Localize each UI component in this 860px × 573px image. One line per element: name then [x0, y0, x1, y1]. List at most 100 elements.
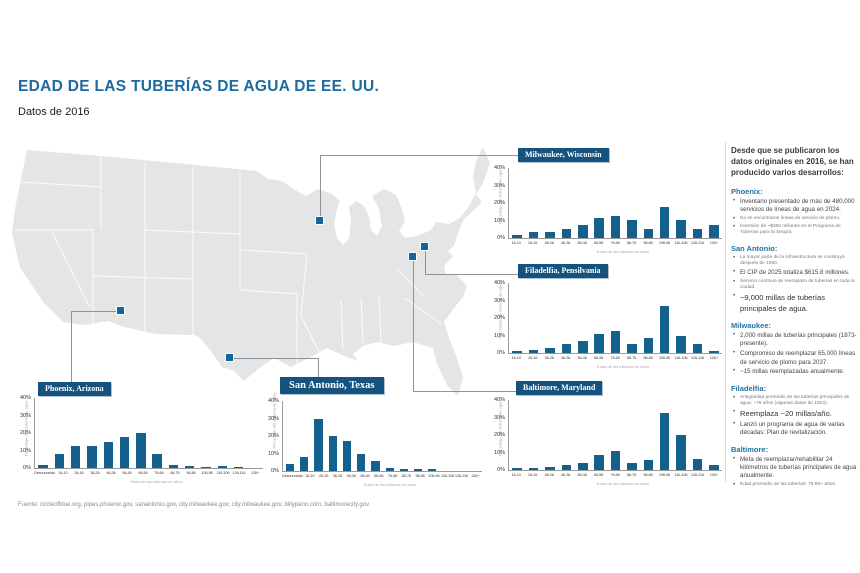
- bar-column: [214, 398, 230, 468]
- x-tick-label: 86-76: [170, 470, 180, 475]
- bar-column: [640, 168, 656, 238]
- bar-column: [326, 401, 340, 471]
- bar-column: [575, 400, 591, 470]
- bar-column: [149, 398, 165, 468]
- plot-area: [508, 400, 722, 471]
- sidebar-divider: [725, 142, 726, 482]
- bar: [709, 351, 719, 353]
- x-tick-label: 126+: [709, 472, 718, 477]
- y-tick-label: 10%: [493, 449, 505, 456]
- bar-column: [509, 283, 525, 353]
- bullet-item: La mayor parte de la infraestructura se …: [733, 254, 857, 268]
- bar-column: [311, 401, 325, 471]
- bar-column: [198, 398, 214, 468]
- bar-column: [283, 401, 297, 471]
- bar: [578, 463, 588, 470]
- y-axis-ticks: 40% 30% 20% 10% 0%: [18, 395, 34, 471]
- y-tick-label: 30%: [493, 297, 505, 304]
- bar: [659, 206, 670, 238]
- bar-column: [525, 400, 541, 470]
- bar: [692, 229, 703, 238]
- x-tick-label: 56-46: [360, 473, 370, 478]
- bar-column: [68, 398, 84, 468]
- connector-baltimore: [413, 261, 414, 391]
- x-tick-label: 116-106: [674, 472, 688, 477]
- x-tick-label: 56-46: [577, 355, 587, 360]
- bar: [119, 436, 130, 468]
- bar-column: [624, 400, 640, 470]
- bar-column: [368, 401, 382, 471]
- bar: [103, 441, 113, 468]
- source-note: Fuente: circleofblue.org, pipes.phoenix.…: [18, 502, 370, 508]
- y-tick-label: 40%: [493, 397, 505, 403]
- y-tick-label: 40%: [493, 165, 505, 171]
- bar: [594, 217, 604, 238]
- bar-column: [673, 400, 689, 470]
- y-tick-label: 30%: [19, 412, 31, 419]
- state-borders: [15, 156, 442, 367]
- bar-column: [591, 400, 607, 470]
- bar: [512, 234, 522, 238]
- x-axis-caption: Edad de las tuberías en años: [596, 364, 650, 369]
- y-tick-label: 0%: [497, 350, 505, 356]
- bar: [70, 446, 81, 468]
- x-tick-label: 126-116: [690, 472, 704, 477]
- x-tick-label: 26-16: [528, 240, 538, 245]
- bar: [528, 231, 539, 238]
- bar: [561, 229, 572, 238]
- bar-column: [689, 168, 705, 238]
- x-tick-label: 26-16: [74, 470, 84, 475]
- bullet-item: Inversión de ~$300 millones en el Progra…: [733, 223, 857, 237]
- x-tick-label: 46-36: [561, 240, 571, 245]
- chart-baltimore: Baltimore, Maryland Porcentaje del siste…: [492, 380, 722, 486]
- x-axis-caption: Edad de las tuberías en años: [363, 482, 417, 487]
- bar: [512, 468, 522, 470]
- bar: [545, 231, 555, 238]
- bar: [342, 441, 352, 471]
- bar: [709, 464, 719, 470]
- x-axis-labels: 16-10 26-16 36-26 46-36 56-46 66-56 76-66 86-76…: [508, 240, 722, 245]
- x-tick-label: 126-116: [232, 470, 246, 475]
- bullet-item: Servicio continuo de reemplazo de tuberí…: [733, 278, 857, 292]
- y-tick-label: 20%: [493, 432, 505, 438]
- bar: [643, 338, 654, 353]
- x-axis-labels: 16-10 26-16 36-26 46-36 56-46 66-56 76-66 86-76…: [508, 472, 722, 477]
- bar-column: [575, 168, 591, 238]
- bar: [357, 453, 366, 471]
- bar: [610, 331, 621, 353]
- x-tick-label: 66-56: [374, 473, 384, 478]
- bar-column: [383, 401, 397, 471]
- x-tick-label: 26-16: [318, 473, 329, 478]
- bar: [136, 433, 146, 468]
- bar: [413, 469, 423, 471]
- x-tick-label: 46-36: [346, 473, 356, 478]
- chart-title-badge: Filadelfia, Pensilvania: [518, 264, 608, 278]
- bar: [512, 351, 522, 353]
- chart-filadelfia: Filadelfia, Pensilvania Porcentaje del s…: [492, 262, 722, 369]
- bar-column: [657, 400, 673, 470]
- x-tick-label: 16-10: [305, 473, 315, 478]
- bar: [385, 467, 394, 471]
- y-tick-label: 0%: [271, 468, 279, 474]
- bar: [399, 469, 408, 471]
- bullet-item: ~9,000 millas de tuberías principales de…: [733, 292, 857, 314]
- bar-column: [230, 398, 246, 468]
- bar: [201, 467, 211, 468]
- bullet-list: Antigüedad promedio de las tuberías prin…: [731, 394, 857, 438]
- bar-column: [673, 168, 689, 238]
- bar-column: [591, 283, 607, 353]
- x-tick-label: 76-66: [387, 473, 398, 478]
- x-tick-label: 126-116: [690, 240, 704, 245]
- y-tick-label: 40%: [19, 395, 31, 401]
- bar: [692, 344, 703, 353]
- bar-column: [84, 398, 100, 468]
- y-axis-ticks: 40% 30% 20% 10% 0%: [492, 280, 508, 356]
- x-tick-label: 116-106: [674, 355, 688, 360]
- bar: [578, 224, 588, 238]
- bar: [168, 464, 179, 468]
- bar-column: [673, 283, 689, 353]
- x-tick-label: 36-26: [544, 355, 554, 360]
- sidebar-section: Milwaukee:2,000 millas de tuberías princ…: [731, 321, 857, 377]
- bar-column: [35, 398, 51, 468]
- bar: [38, 464, 48, 468]
